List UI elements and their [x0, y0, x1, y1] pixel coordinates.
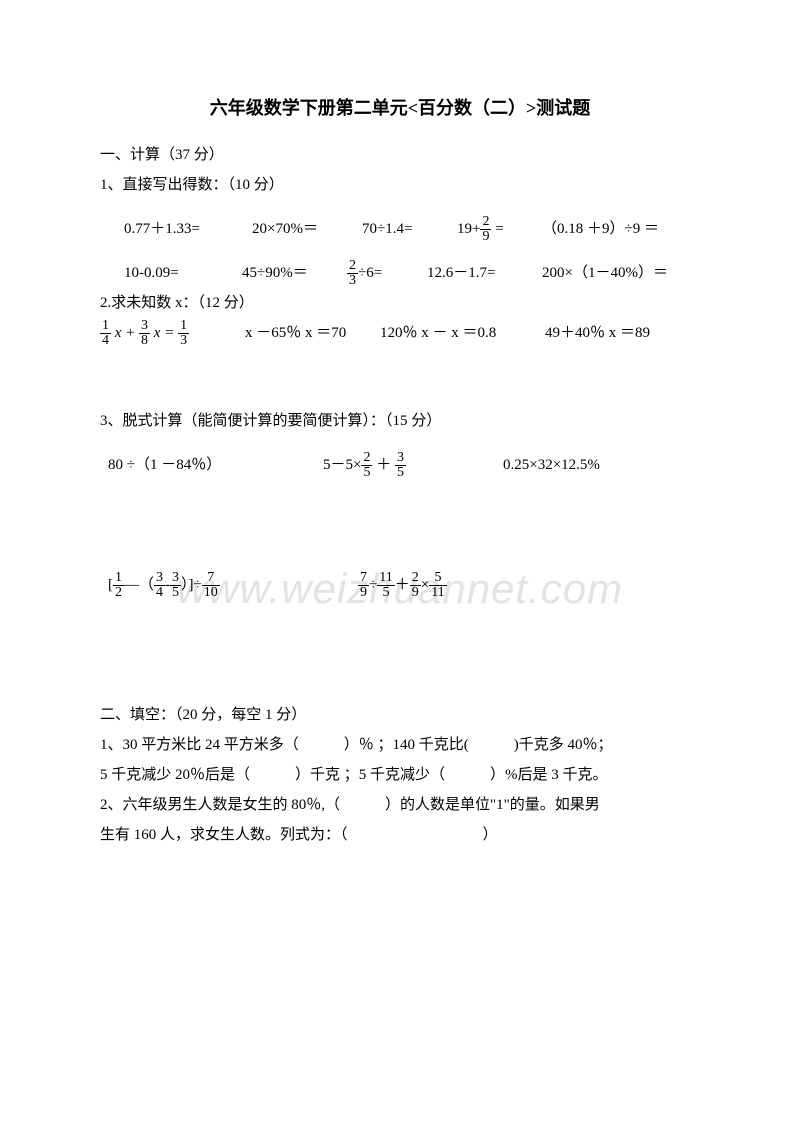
q3b: 5－5×25 ＋ 35: [323, 450, 503, 480]
q2d: 49＋40％ x ＝89: [545, 318, 650, 348]
q1-row1: 0.77＋1.33= 20×70%＝ 70÷1.4= 19+29 = （0.18…: [100, 214, 700, 244]
q1g: 45÷90%＝: [242, 258, 347, 288]
section-1-part1: 1、直接写出得数：（10 分）: [100, 170, 700, 200]
q1i: 12.6－1.7=: [427, 258, 542, 288]
section-1-header: 一、计算（37 分）: [100, 140, 700, 170]
q1a: 0.77＋1.33=: [124, 214, 252, 244]
fill-2b: 生有 160 人，求女生人数。列式为：（ ）: [100, 820, 700, 850]
q1j: 200×（1－40%）＝: [542, 258, 668, 288]
section-2-header: 二、填空：（20 分，每空 1 分）: [100, 700, 700, 730]
q1h: 23÷6=: [347, 258, 427, 288]
q1d: 19+29 =: [457, 214, 542, 244]
q1c: 70÷1.4=: [362, 214, 457, 244]
q3-row2: [12—（34-35）]÷710 79÷115＋29×511: [100, 570, 700, 600]
section-1-part3: 3、脱式计算（能简便计算的要简便计算）：（15 分）: [100, 406, 700, 436]
q3d: [12—（34-35）]÷710: [100, 570, 358, 600]
q3a: 80 ÷（1 －84％）: [100, 450, 323, 480]
fill-1b: 5 千克减少 20％后是（ ）千克 ；5 千克减少（ ）%后是 3 千克。: [100, 760, 700, 790]
q1b: 20×70%＝: [252, 214, 362, 244]
q1e: （0.18 ＋9）÷9 ＝: [542, 214, 659, 244]
q2-row: 14 x + 38 x = 13 x －65％ x ＝70 120％ x － x…: [100, 318, 700, 348]
q1-row2: 10-0.09= 45÷90%＝ 23÷6= 12.6－1.7= 200×（1－…: [100, 258, 700, 288]
q2c: 120％ x － x ＝0.8: [380, 318, 545, 348]
page-title: 六年级数学下册第二单元<百分数（二）>测试题: [100, 90, 700, 126]
q3c: 0.25×32×12.5%: [503, 450, 600, 480]
document-page: 六年级数学下册第二单元<百分数（二）>测试题 一、计算（37 分） 1、直接写出…: [0, 0, 800, 850]
fill-2a: 2、六年级男生人数是女生的 80％,（ ）的人数是单位"1"的量。如果男: [100, 790, 700, 820]
fill-1a: 1、30 平方米比 24 平方米多（ ）％ ；140 千克比( )千克多 40％…: [100, 730, 700, 760]
q2a: 14 x + 38 x = 13: [100, 318, 245, 348]
q1f: 10-0.09=: [124, 258, 242, 288]
section-1-part2: 2.求未知数 x：（12 分）: [100, 288, 700, 318]
q2b: x －65％ x ＝70: [245, 318, 380, 348]
q3e: 79÷115＋29×511: [358, 570, 447, 600]
q3-row1: 80 ÷（1 －84％） 5－5×25 ＋ 35 0.25×32×12.5%: [100, 450, 700, 480]
